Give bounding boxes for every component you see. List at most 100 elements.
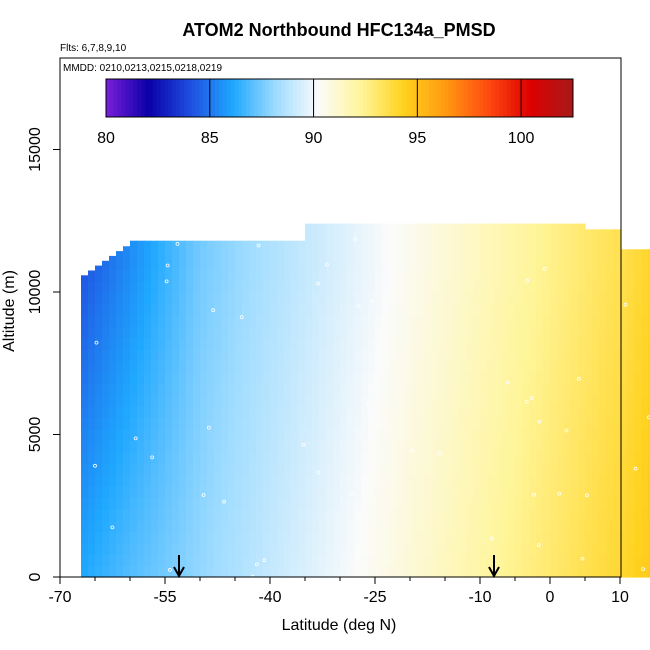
heatmap-cell: [172, 326, 180, 339]
heatmap-cell: [137, 314, 145, 327]
heatmap-cell: [172, 440, 180, 453]
heatmap-cell: [417, 383, 425, 396]
heatmap-cell: [263, 257, 271, 270]
heatmap-cell: [592, 246, 600, 259]
heatmap-cell: [235, 463, 243, 475]
heatmap-cell: [347, 565, 355, 578]
heatmap-cell: [452, 497, 460, 510]
heatmap-cell: [333, 326, 341, 339]
heatmap-cell: [102, 463, 110, 475]
heatmap-cell: [207, 417, 215, 430]
heatmap-cell: [459, 406, 467, 418]
heatmap-cell: [249, 394, 257, 407]
heatmap-cell: [459, 292, 467, 304]
heatmap-cell: [515, 223, 523, 236]
heatmap-cell: [354, 463, 362, 475]
heatmap-cell: [158, 542, 166, 555]
colorbar-swatch: [386, 79, 391, 117]
heatmap-cell: [389, 257, 397, 270]
heatmap-cell: [396, 565, 404, 578]
heatmap-cell: [627, 417, 635, 430]
heatmap-cell: [410, 349, 418, 361]
heatmap-cell: [361, 349, 369, 361]
colorbar-swatch: [479, 79, 484, 117]
heatmap-cell: [473, 565, 481, 578]
heatmap-cell: [256, 565, 264, 578]
heatmap-cell: [298, 303, 306, 316]
heatmap-cell: [389, 314, 397, 327]
heatmap-cell: [186, 463, 194, 475]
heatmap-cell: [284, 508, 292, 521]
heatmap-cell: [179, 394, 187, 407]
heatmap-cell: [193, 485, 201, 498]
heatmap-cell: [298, 383, 306, 396]
heatmap-cell: [81, 554, 89, 567]
heatmap-cell: [550, 508, 558, 521]
heatmap-cell: [340, 565, 348, 578]
heatmap-cell: [186, 451, 194, 464]
heatmap-cell: [613, 360, 621, 373]
heatmap-cell: [81, 417, 89, 430]
heatmap-cell: [200, 428, 208, 441]
colorbar-swatch: [156, 79, 161, 117]
heatmap-cell: [249, 292, 257, 304]
heatmap-cell: [424, 349, 432, 361]
heatmap-cell: [480, 269, 488, 282]
heatmap-cell: [431, 428, 439, 441]
heatmap-cell: [368, 554, 376, 567]
heatmap-cell: [130, 303, 138, 316]
dates-label: MMDD: 0210,0213,0215,0218,0219: [63, 63, 222, 74]
heatmap-cell: [326, 417, 334, 430]
heatmap-cell: [620, 326, 628, 339]
heatmap-cell: [515, 440, 523, 453]
heatmap-cell: [277, 371, 285, 384]
heatmap-cell: [466, 246, 474, 259]
heatmap-cell: [424, 497, 432, 510]
heatmap-cell: [459, 440, 467, 453]
heatmap-cell: [620, 485, 628, 498]
heatmap-cell: [599, 417, 607, 430]
heatmap-cell: [627, 440, 635, 453]
colorbar-swatch: [499, 79, 504, 117]
heatmap-cell: [340, 463, 348, 475]
heatmap-cell: [123, 360, 131, 373]
heatmap-cell: [214, 303, 222, 316]
heatmap-cell: [368, 508, 376, 521]
heatmap-cell: [410, 440, 418, 453]
heatmap-cell: [452, 269, 460, 282]
heatmap-cell: [550, 280, 558, 293]
colorbar-swatch: [378, 79, 383, 117]
heatmap-cell: [410, 565, 418, 578]
y-tick-label: 5000: [27, 417, 44, 453]
heatmap-cell: [193, 337, 201, 350]
heatmap-cell: [578, 428, 586, 441]
heatmap-cell: [445, 508, 453, 521]
heatmap-cell: [137, 554, 145, 567]
heatmap-cell: [193, 417, 201, 430]
heatmap-cell: [326, 326, 334, 339]
heatmap-cell: [375, 326, 383, 339]
heatmap-cell: [599, 542, 607, 555]
heatmap-cell: [158, 463, 166, 475]
heatmap-cell: [578, 303, 586, 316]
heatmap-cell: [613, 417, 621, 430]
heatmap-cell: [431, 269, 439, 282]
heatmap-cell: [179, 303, 187, 316]
heatmap-cell: [536, 257, 544, 270]
heatmap-cell: [284, 269, 292, 282]
heatmap-cell: [235, 417, 243, 430]
heatmap-cell: [648, 451, 650, 464]
heatmap-cell: [452, 303, 460, 316]
heatmap-cell: [382, 417, 390, 430]
heatmap-cell: [445, 280, 453, 293]
sample-point: [525, 278, 530, 283]
heatmap-cell: [130, 314, 138, 327]
heatmap-cell: [207, 565, 215, 578]
heatmap-cell: [179, 349, 187, 361]
heatmap-cell: [438, 269, 446, 282]
heatmap-cell: [95, 451, 103, 464]
heatmap-cell: [172, 337, 180, 350]
heatmap-cell: [417, 542, 425, 555]
heatmap-cell: [88, 383, 96, 396]
heatmap-cell: [641, 314, 649, 327]
